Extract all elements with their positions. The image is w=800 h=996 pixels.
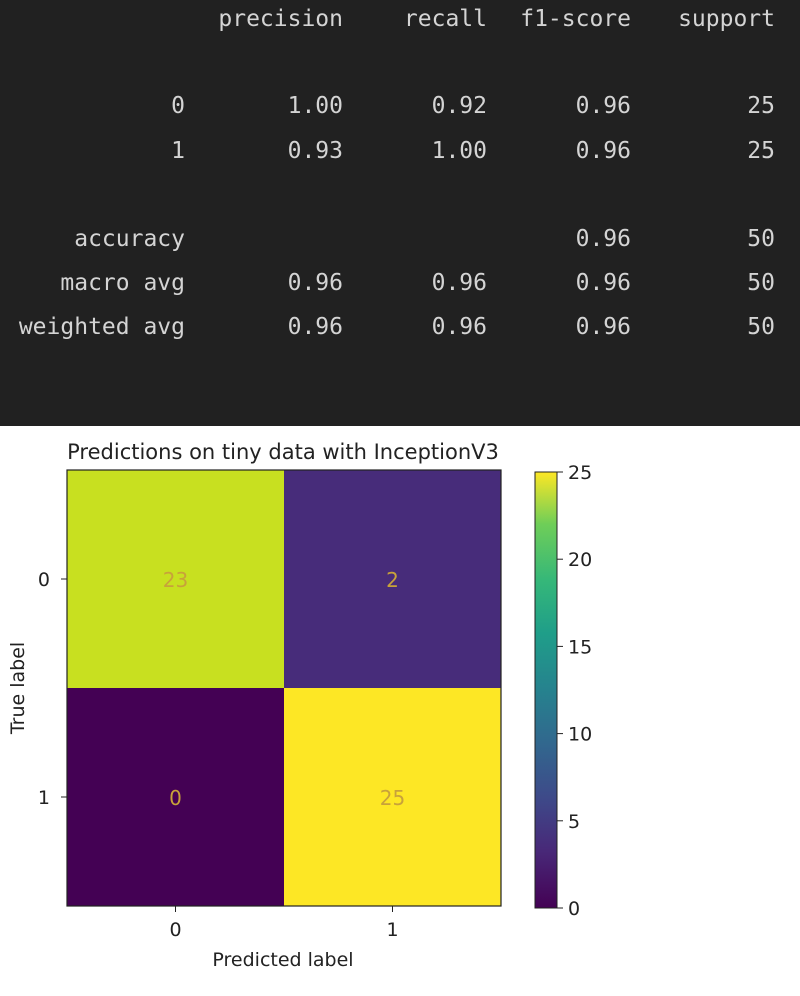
report-cell: 0.93 <box>287 138 343 164</box>
colorbar-tick-label: 25 <box>568 462 592 484</box>
report-row-label: 0 <box>171 93 185 119</box>
report-cell: 50 <box>747 314 775 340</box>
y-axis-label: True label <box>7 642 29 735</box>
report-header: precision <box>218 6 343 32</box>
report-cell: 1.00 <box>431 138 487 164</box>
report-cell: 25 <box>747 138 775 164</box>
chart-title: Predictions on tiny data with InceptionV… <box>67 440 499 464</box>
report-row-label: 1 <box>171 138 185 164</box>
report-cell: 0.96 <box>431 270 487 296</box>
report-cell: 1.00 <box>287 93 343 119</box>
confusion-matrix-chart: Predictions on tiny data with InceptionV… <box>0 426 800 992</box>
matrix-cell <box>67 470 284 688</box>
colorbar-tick-label: 15 <box>568 636 592 658</box>
matrix-cell <box>284 470 501 688</box>
colorbar <box>534 471 558 909</box>
x-axis-label: Predicted label <box>212 949 353 971</box>
report-cell: 0.96 <box>287 270 343 296</box>
matrix-cell <box>67 688 284 906</box>
colorbar-tick-label: 20 <box>568 549 592 571</box>
report-cell: 0.96 <box>575 314 631 340</box>
matrix-cell <box>284 688 501 906</box>
colorbar-tick-label: 5 <box>568 811 580 833</box>
cell-value-label: 2 <box>386 568 399 592</box>
report-header: support <box>678 6 775 32</box>
classification-report: precision recall f1-score support 0 1.00 0.92 0… <box>0 0 800 426</box>
report-cell: 50 <box>747 226 775 252</box>
x-tick-label: 0 <box>169 919 181 941</box>
cell-value-label: 23 <box>163 568 188 592</box>
cell-value-label: 0 <box>169 786 182 810</box>
cell-value-label: 25 <box>380 786 405 810</box>
colorbar-tick-label: 10 <box>568 724 592 746</box>
report-cell: 0.92 <box>431 93 487 119</box>
report-cell: 0.96 <box>575 226 631 252</box>
report-row-label: accuracy <box>74 226 185 252</box>
y-tick-label: 1 <box>38 787 50 809</box>
report-cell: 0.96 <box>287 314 343 340</box>
report-header: recall <box>403 6 487 32</box>
colorbar-tick-label: 0 <box>568 898 580 920</box>
report-cell: 0.96 <box>575 138 631 164</box>
report-cell: 0.96 <box>431 314 487 340</box>
report-cell: 0.96 <box>575 93 631 119</box>
y-tick-label: 0 <box>38 569 50 591</box>
report-row-label: weighted avg <box>18 314 185 340</box>
report-header: f1-score <box>520 6 631 32</box>
report-row-label: macro avg <box>60 270 185 296</box>
report-cell: 25 <box>747 93 775 119</box>
x-tick-label: 1 <box>386 919 398 941</box>
confusion-matrix-svg: Predictions on tiny data with InceptionV… <box>7 440 592 971</box>
report-cell: 50 <box>747 270 775 296</box>
report-cell: 0.96 <box>575 270 631 296</box>
